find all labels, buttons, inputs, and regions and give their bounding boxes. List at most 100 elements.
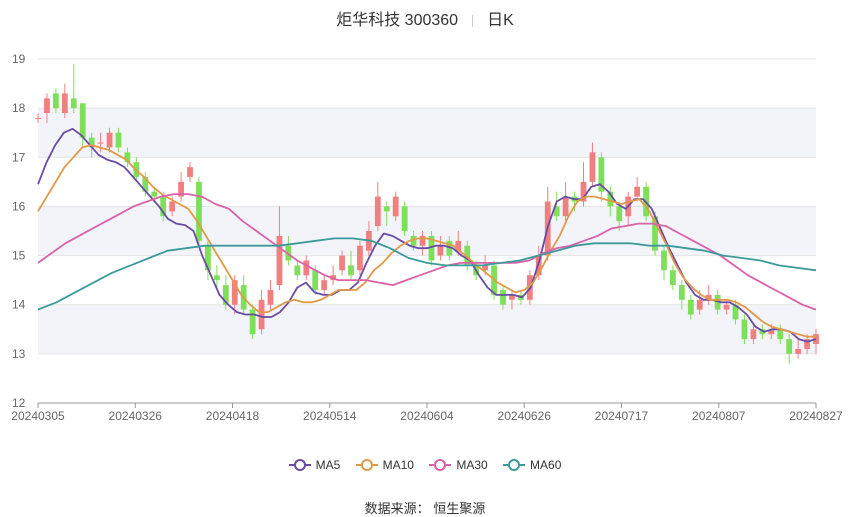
candle-body [401,206,408,231]
grid-band [38,304,816,354]
legend-ma5-label: MA5 [315,458,341,472]
candle-body [455,240,462,251]
candle-body [598,157,605,192]
candle-body [535,255,542,276]
candle-body [294,265,301,276]
legend-ma30-label: MA30 [456,458,488,472]
x-tick-label: 20240418 [206,409,260,423]
y-tick-label: 17 [12,150,26,164]
x-tick-label: 20240807 [692,409,746,423]
title-separator [472,14,474,27]
candle-body [374,196,381,227]
legend-item-ma60[interactable]: MA60 [503,458,561,472]
y-tick-label: 14 [12,298,26,312]
candle-body [276,235,283,286]
candle-body [339,255,345,271]
candle-body [750,329,757,340]
candle-body [634,186,641,197]
candle-body [151,191,158,197]
candle-body [652,216,658,251]
candle-body [348,265,354,276]
candle-body [213,275,220,281]
legend-item-ma5[interactable]: MA5 [288,458,341,472]
candle-body [768,329,775,335]
candle-body [437,245,444,256]
legend-ma30-marker [429,459,452,471]
candle-body [124,152,131,163]
candle-body [500,289,506,305]
y-tick-label: 12 [12,396,26,410]
x-tick-label: 20240514 [303,409,357,423]
candle-body [249,309,256,335]
grid-band [38,108,816,158]
source-label: 数据来源： [364,501,430,516]
candle-body [607,191,614,207]
x-tick-label: 20240827 [789,409,843,423]
candle-body [35,117,41,119]
y-tick-label: 16 [12,199,26,213]
legend-ma5-marker [288,459,311,471]
candle-body [303,260,310,276]
candle-body [705,294,712,300]
candle-body [482,265,489,271]
y-tick-label: 19 [12,52,26,66]
candle-body [795,348,802,354]
legend-ma10-marker [355,459,378,471]
y-tick-label: 15 [12,249,26,263]
candle-body [187,167,193,177]
x-tick-label: 20240626 [498,409,552,423]
candle-body [392,196,399,217]
candle-body [61,93,68,114]
candle-body [419,235,426,246]
candle-body [553,206,560,217]
y-tick-label: 13 [12,347,26,361]
candle-body [97,142,104,144]
chart-title: 炬华科技 300360 日K [0,6,850,30]
legend-item-ma10[interactable]: MA10 [355,458,414,472]
series-line-ma10 [37,144,816,338]
series-line-ma30 [37,193,817,311]
candle-body [312,270,319,290]
candle-body [267,289,274,305]
candle-body [321,280,328,290]
candle-body [732,304,739,320]
x-tick-label: 20240305 [11,409,65,423]
candle-body [383,206,390,212]
candle-body [777,329,784,340]
candle-body [661,250,667,271]
legend-ma10-label: MA10 [382,458,414,472]
legend: MA5 MA10 MA30 MA60 [0,458,850,474]
candle-body [160,196,167,217]
candle-body [410,235,417,246]
candle-body [723,304,730,310]
candle-body [670,270,676,286]
candle-body [759,329,766,335]
data-source: 数据来源： 恒生聚源 [0,498,850,517]
candle-body [786,339,793,354]
candle-body [696,299,703,310]
legend-item-ma30[interactable]: MA30 [429,458,488,472]
candle-body [88,137,95,148]
candle-body [52,93,59,109]
candle-body [446,240,453,256]
x-tick-label: 20240326 [109,409,163,423]
candle-body [169,201,176,212]
candle-body [196,181,202,241]
legend-ma60-marker [503,459,526,471]
candle-body [142,176,149,192]
candle-body [616,206,623,222]
period-label: 日K [487,12,514,29]
candle-body [687,299,694,315]
legend-ma60-label: MA60 [530,458,562,472]
candle-body [580,181,587,202]
candle-body [44,98,50,114]
series-line-ma60 [37,237,817,311]
x-tick-label: 20240717 [595,409,649,423]
y-tick-label: 18 [12,101,26,115]
candle-body [222,285,229,305]
series-line-ma5 [37,127,817,343]
candle-body [205,245,211,271]
stock-name-code: 炬华科技 300360 [336,12,459,29]
candle-body [509,294,515,300]
